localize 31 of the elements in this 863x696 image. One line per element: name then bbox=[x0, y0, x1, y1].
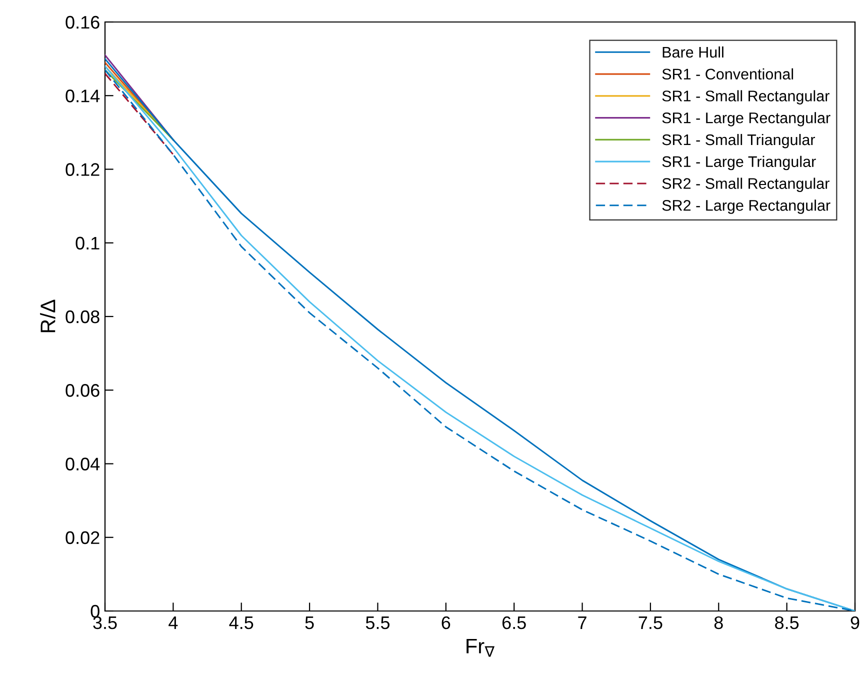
y-tick-label: 0.04 bbox=[66, 458, 100, 470]
x-tick-label: 5 bbox=[305, 616, 314, 630]
legend-label: SR1 - Conventional bbox=[662, 68, 794, 80]
x-tick-label: 6.5 bbox=[502, 616, 526, 630]
x-axis-title: Fr$_{∇}$ bbox=[466, 638, 495, 657]
x-tick-label: 8.5 bbox=[775, 616, 799, 630]
y-tick-label: 0 bbox=[90, 604, 100, 618]
legend-label: SR2 - Small Rectangular bbox=[662, 178, 830, 192]
x-tick-label: 4.5 bbox=[229, 616, 254, 630]
y-tick-label: 0.02 bbox=[66, 531, 100, 544]
legend-label: SR1 - Small Rectangular bbox=[662, 90, 830, 104]
legend-label: SR1 - Small Triangular bbox=[662, 134, 815, 148]
legend-label: SR2 - Large Rectangular bbox=[662, 200, 830, 214]
x-tick-label: 9 bbox=[850, 616, 860, 630]
x-tick-label: 3.5 bbox=[93, 616, 117, 630]
y-tick-label: 0.08 bbox=[66, 310, 100, 324]
legend-label: Bare Hull bbox=[662, 46, 724, 58]
x-tick-label: 4 bbox=[168, 616, 178, 629]
legend-label: SR1 - Large Rectangular bbox=[662, 112, 830, 126]
y-axis-title: R/Δ bbox=[40, 300, 56, 332]
y-tick-label: 0.06 bbox=[66, 384, 100, 397]
y-tick-label: 0.1 bbox=[76, 236, 100, 250]
x-tick-label: 8 bbox=[714, 616, 723, 630]
y-tick-label: 0.16 bbox=[66, 16, 100, 29]
legend-label: SR1 - Large Triangular bbox=[662, 156, 816, 170]
x-tick-label: 5.5 bbox=[366, 616, 390, 630]
y-tick-label: 0.14 bbox=[66, 90, 100, 102]
y-tick-label: 0.12 bbox=[66, 163, 100, 176]
x-tick-label: 7 bbox=[578, 616, 586, 629]
x-tick-label: 6 bbox=[442, 616, 450, 630]
x-tick-label: 7.5 bbox=[638, 616, 662, 630]
